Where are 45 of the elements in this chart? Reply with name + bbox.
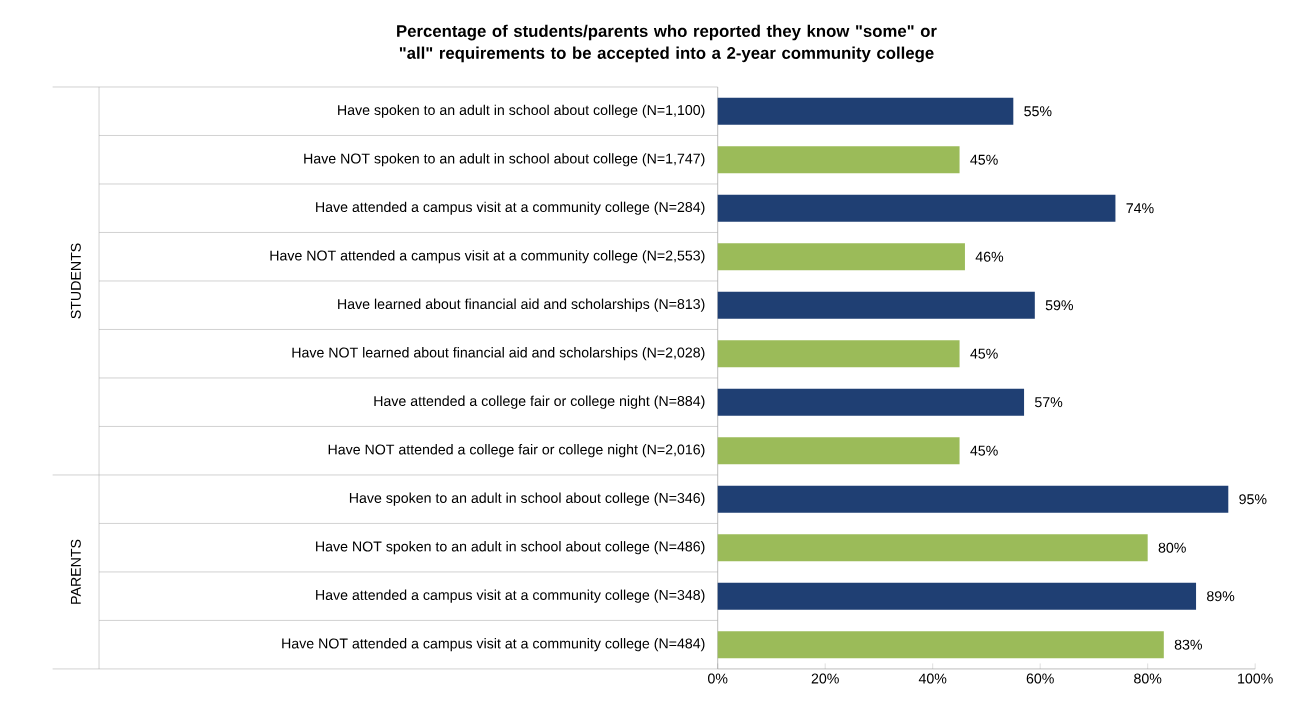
- y-tick-label: Have attended a campus visit at a community college (N=348): [316, 589, 705, 603]
- data-label: 46%: [975, 251, 1004, 262]
- y-tick-label: Have spoken to an adult in school about college (N=1,100): [338, 104, 705, 119]
- data-label: 45%: [970, 348, 998, 359]
- y-tick-label: Have NOT attended a college fair or college night (N=2,016): [328, 444, 705, 458]
- bar: [717, 437, 960, 465]
- data-label: 45%: [970, 154, 998, 165]
- bar: [717, 194, 1116, 222]
- x-tick-label: 40%: [918, 673, 947, 684]
- y-tick-label: Have attended a campus visit at a community college (N=284): [316, 201, 705, 216]
- data-label: 80%: [1158, 542, 1186, 553]
- bar: [717, 534, 1148, 562]
- data-label: 57%: [1034, 397, 1063, 408]
- x-tick-label: 100%: [1238, 673, 1273, 684]
- bar: [717, 631, 1164, 659]
- y-tick-label: Have NOT attended a campus visit at a community college (N=484): [282, 638, 705, 652]
- chart-title: Percentage of students/parents who reported they know "some" or "all" requirements to be accepted into a 2-year community college: [397, 24, 937, 63]
- bar: [717, 388, 1025, 416]
- data-label: 83%: [1174, 639, 1203, 650]
- bar: [717, 97, 1014, 125]
- y-tick-label: Have learned about financial aid and scholarships (N=813): [338, 298, 705, 313]
- data-label: 74%: [1126, 203, 1154, 214]
- y-tick-label: Have spoken to an adult in school about college (N=346): [349, 492, 705, 506]
- bar: [717, 582, 1197, 610]
- bar: [717, 146, 960, 174]
- bar: [717, 485, 1229, 513]
- y-tick-label: Have NOT attended a campus visit at a community college (N=2,553): [270, 250, 705, 264]
- y-tick-label: Have NOT spoken to an adult in school about college (N=1,747): [304, 153, 705, 167]
- x-tick-label: 20%: [811, 673, 839, 684]
- bar: [717, 243, 965, 271]
- x-tick-label: 0%: [708, 673, 728, 684]
- bar: [717, 291, 1035, 319]
- data-label: 59%: [1045, 300, 1074, 311]
- data-label: 45%: [970, 445, 998, 456]
- data-label: 95%: [1239, 494, 1267, 505]
- y-tick-label: Have attended a college fair or college night (N=884): [374, 395, 705, 409]
- x-tick-label: 80%: [1134, 673, 1162, 684]
- text: STUDENTS: [70, 243, 81, 319]
- y-tick-label: Have NOT learned about financial aid and scholarships (N=2,028): [292, 347, 705, 361]
- bar: [717, 340, 960, 368]
- y-tick-label: Have NOT spoken to an adult in school about college (N=486): [316, 541, 705, 555]
- data-label: 55%: [1024, 106, 1052, 117]
- text: PARENTS: [70, 539, 81, 604]
- data-label: 89%: [1207, 591, 1235, 602]
- x-tick-label: 60%: [1026, 673, 1054, 684]
